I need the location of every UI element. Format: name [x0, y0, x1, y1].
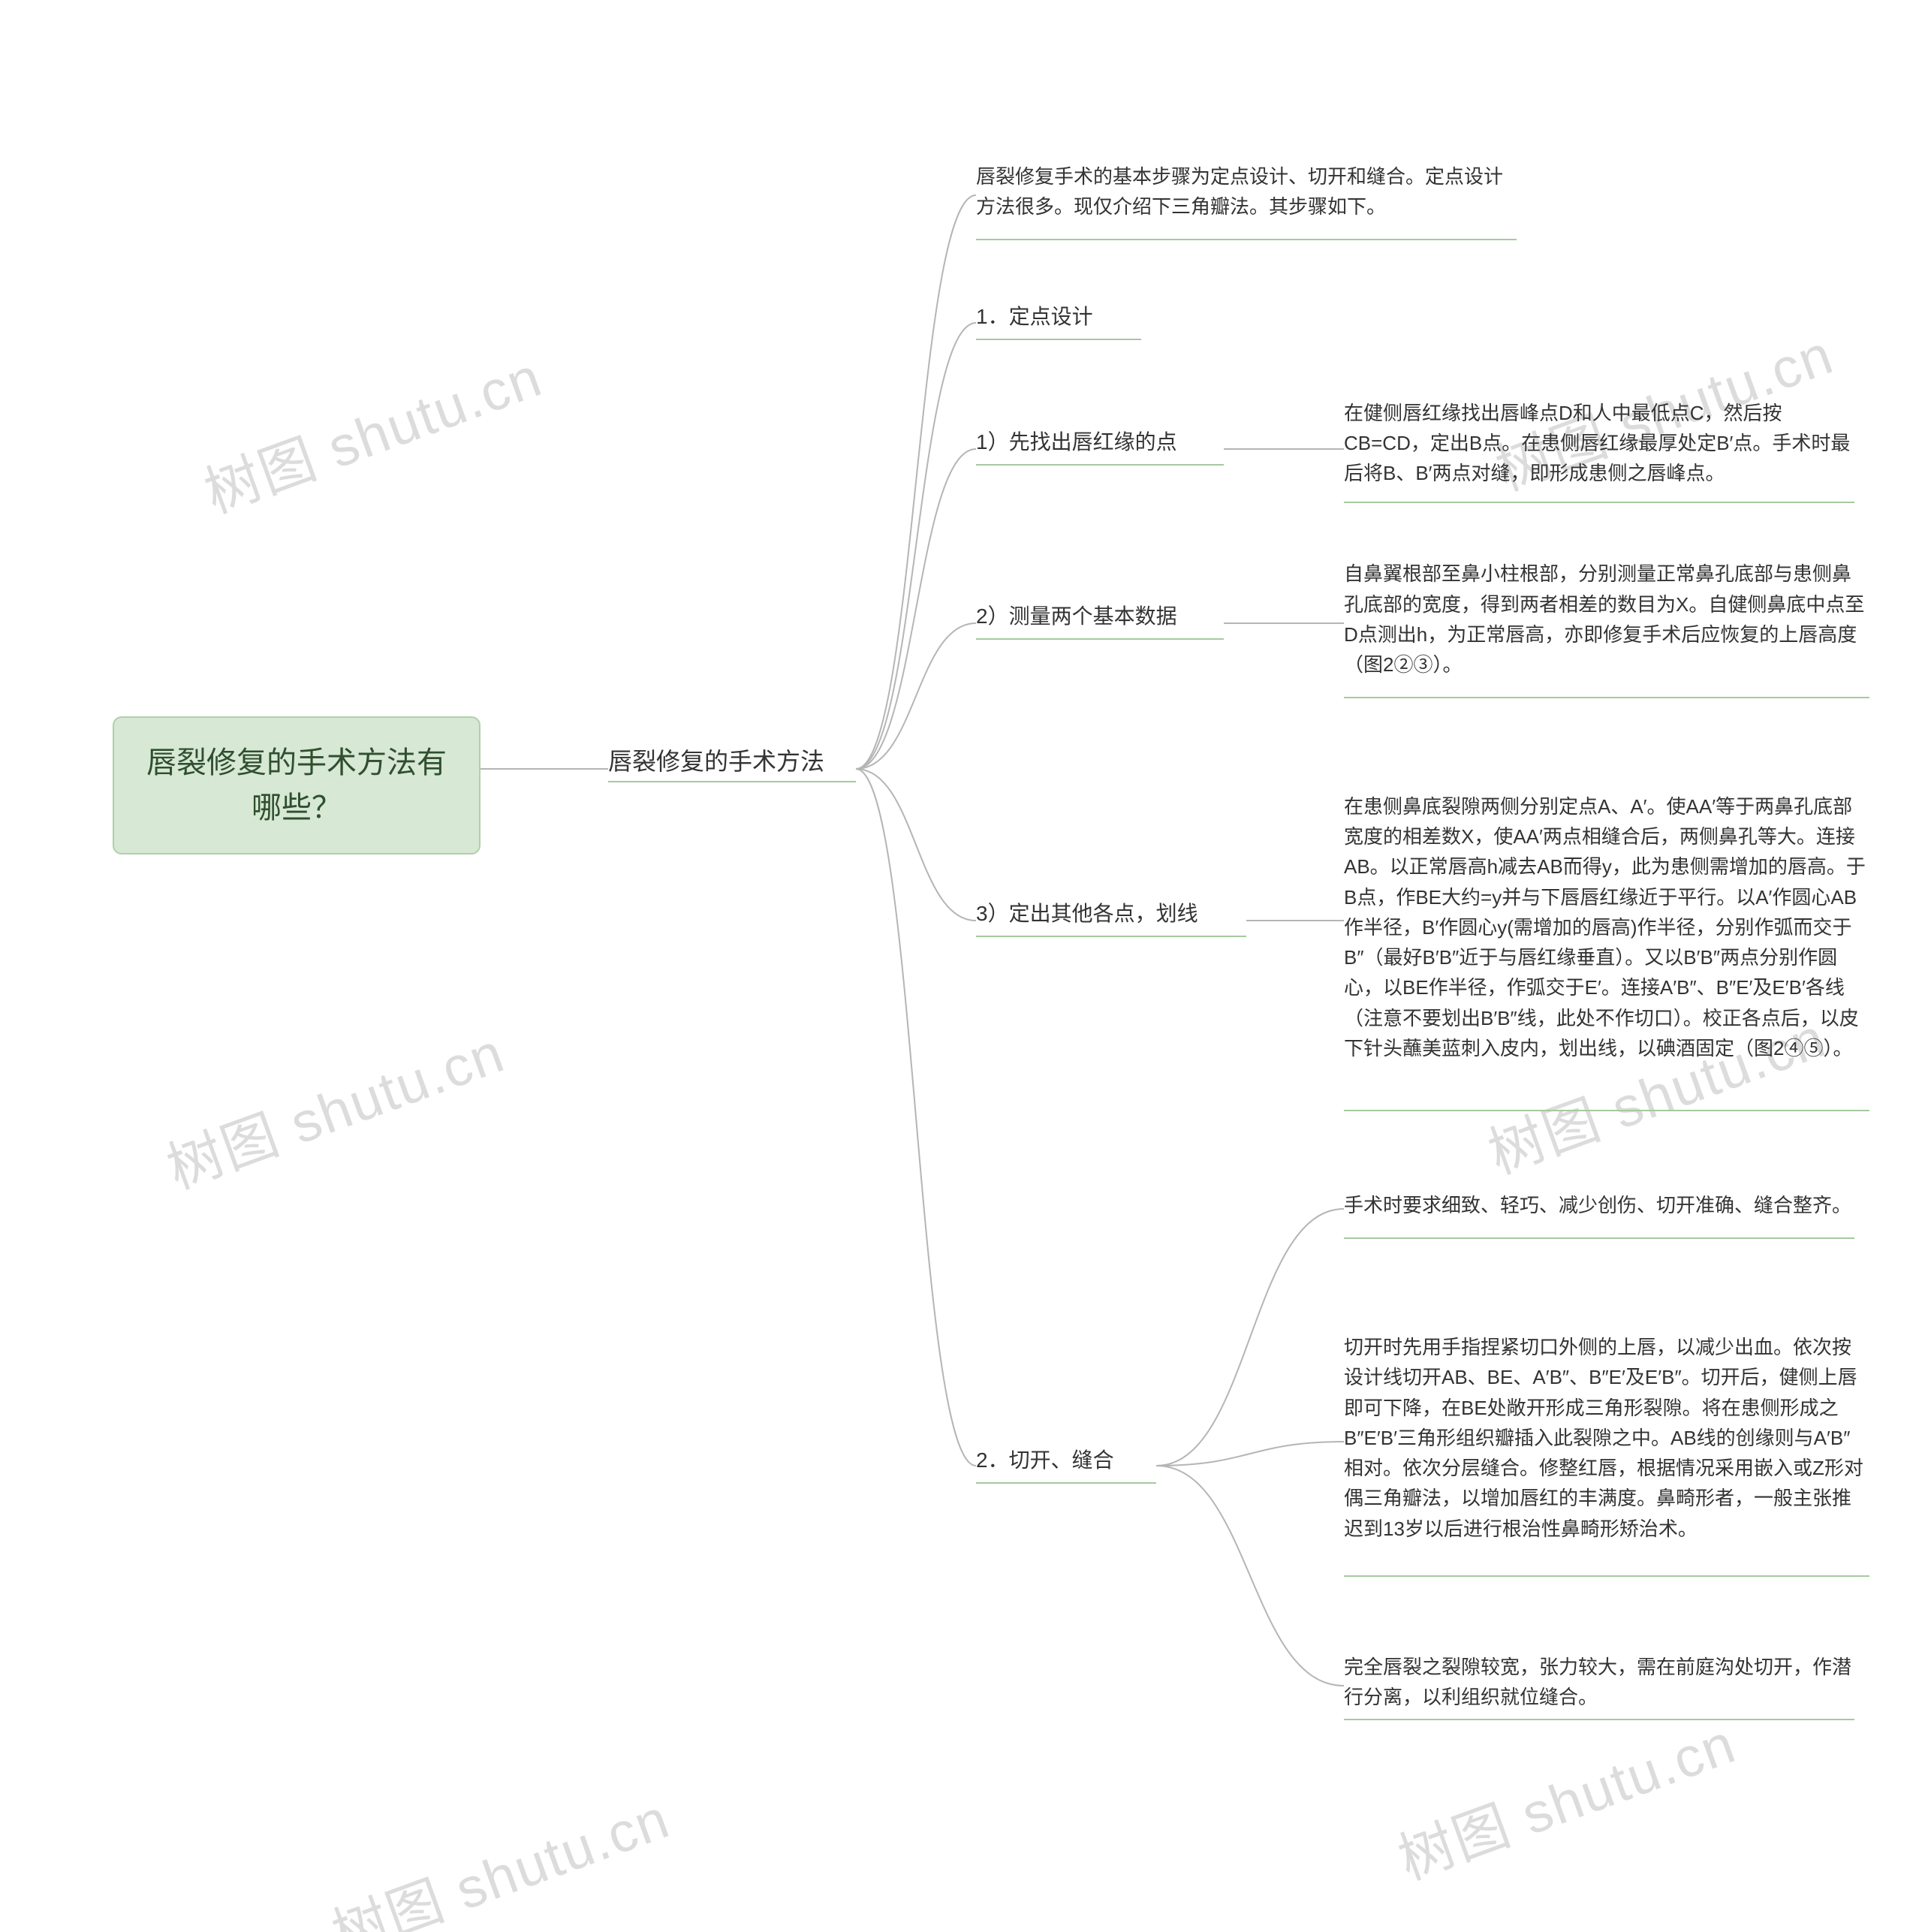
- root-label: 唇裂修复的手术方法有哪些？: [141, 740, 452, 830]
- leaf-s2-1-label: 切开时先用手指捏紧切口外侧的上唇，以减少出血。依次按设计线切开AB、BE、A′B…: [1344, 1332, 1869, 1544]
- leaf-s2-0-label: 手术时要求细致、轻巧、减少创伤、切开准确、缝合整齐。: [1344, 1190, 1851, 1220]
- leaf-s1_3-0-label: 在患侧鼻底裂隙两侧分别定点A、A′。使AA′等于两鼻孔底部宽度的相差数X，使AA…: [1344, 791, 1869, 1064]
- node-s2-label: 2．切开、缝合: [976, 1445, 1114, 1476]
- leaf-s2-1[interactable]: 切开时先用手指捏紧切口外侧的上唇，以减少出血。依次按设计线切开AB、BE、A′B…: [1344, 1307, 1869, 1577]
- leaf-s1_2-0[interactable]: 自鼻翼根部至鼻小柱根部，分别测量正常鼻孔底部与患侧鼻孔底部的宽度，得到两者相差的…: [1344, 548, 1869, 698]
- branch-level1-label: 唇裂修复的手术方法: [608, 743, 824, 779]
- node-s1_1-label: 1）先找出唇红缘的点: [976, 426, 1177, 458]
- leaf-s2-0[interactable]: 手术时要求细致、轻巧、减少创伤、切开准确、缝合整齐。: [1344, 1179, 1854, 1239]
- node-s2[interactable]: 2．切开、缝合: [976, 1445, 1156, 1484]
- node-s1_1[interactable]: 1）先找出唇红缘的点: [976, 426, 1224, 466]
- watermark: 树图 shutu.cn: [320, 1774, 679, 1932]
- watermark: 树图 shutu.cn: [155, 1008, 514, 1204]
- leaf-s1_1-0[interactable]: 在健侧唇红缘找出唇峰点D和人中最低点C，然后按CB=CD，定出B点。在患侧唇红缘…: [1344, 390, 1854, 503]
- leaf-s2-2-label: 完全唇裂之裂隙较宽，张力较大，需在前庭沟处切开，作潜行分离，以利组织就位缝合。: [1344, 1652, 1854, 1713]
- node-s1[interactable]: 1．定点设计: [976, 300, 1141, 340]
- leaf-s1_1-0-label: 在健侧唇红缘找出唇峰点D和人中最低点C，然后按CB=CD，定出B点。在患侧唇红缘…: [1344, 398, 1854, 489]
- node-intro-label: 唇裂修复手术的基本步骤为定点设计、切开和缝合。定点设计方法很多。现仅介绍下三角瓣…: [976, 161, 1517, 222]
- node-s1_2[interactable]: 2）测量两个基本数据: [976, 601, 1224, 640]
- node-s1-label: 1．定点设计: [976, 300, 1093, 333]
- node-s1_2-label: 2）测量两个基本数据: [976, 601, 1177, 632]
- watermark: 树图 shutu.cn: [1386, 1699, 1746, 1895]
- leaf-s1_2-0-label: 自鼻翼根部至鼻小柱根部，分别测量正常鼻孔底部与患侧鼻孔底部的宽度，得到两者相差的…: [1344, 559, 1869, 680]
- node-s1_3[interactable]: 3）定出其他各点，划线: [976, 898, 1246, 937]
- node-s1_3-label: 3）定出其他各点，划线: [976, 898, 1198, 930]
- leaf-s2-2[interactable]: 完全唇裂之裂隙较宽，张力较大，需在前庭沟处切开，作潜行分离，以利组织就位缝合。: [1344, 1652, 1854, 1720]
- watermark: 树图 shutu.cn: [192, 333, 552, 529]
- node-intro[interactable]: 唇裂修复手术的基本步骤为定点设计、切开和缝合。定点设计方法很多。现仅介绍下三角瓣…: [976, 150, 1517, 240]
- mindmap-root[interactable]: 唇裂修复的手术方法有哪些？: [113, 716, 480, 854]
- leaf-s1_3-0[interactable]: 在患侧鼻底裂隙两侧分别定点A、A′。使AA′等于两鼻孔底部宽度的相差数X，使AA…: [1344, 751, 1869, 1111]
- branch-level1[interactable]: 唇裂修复的手术方法: [608, 748, 856, 782]
